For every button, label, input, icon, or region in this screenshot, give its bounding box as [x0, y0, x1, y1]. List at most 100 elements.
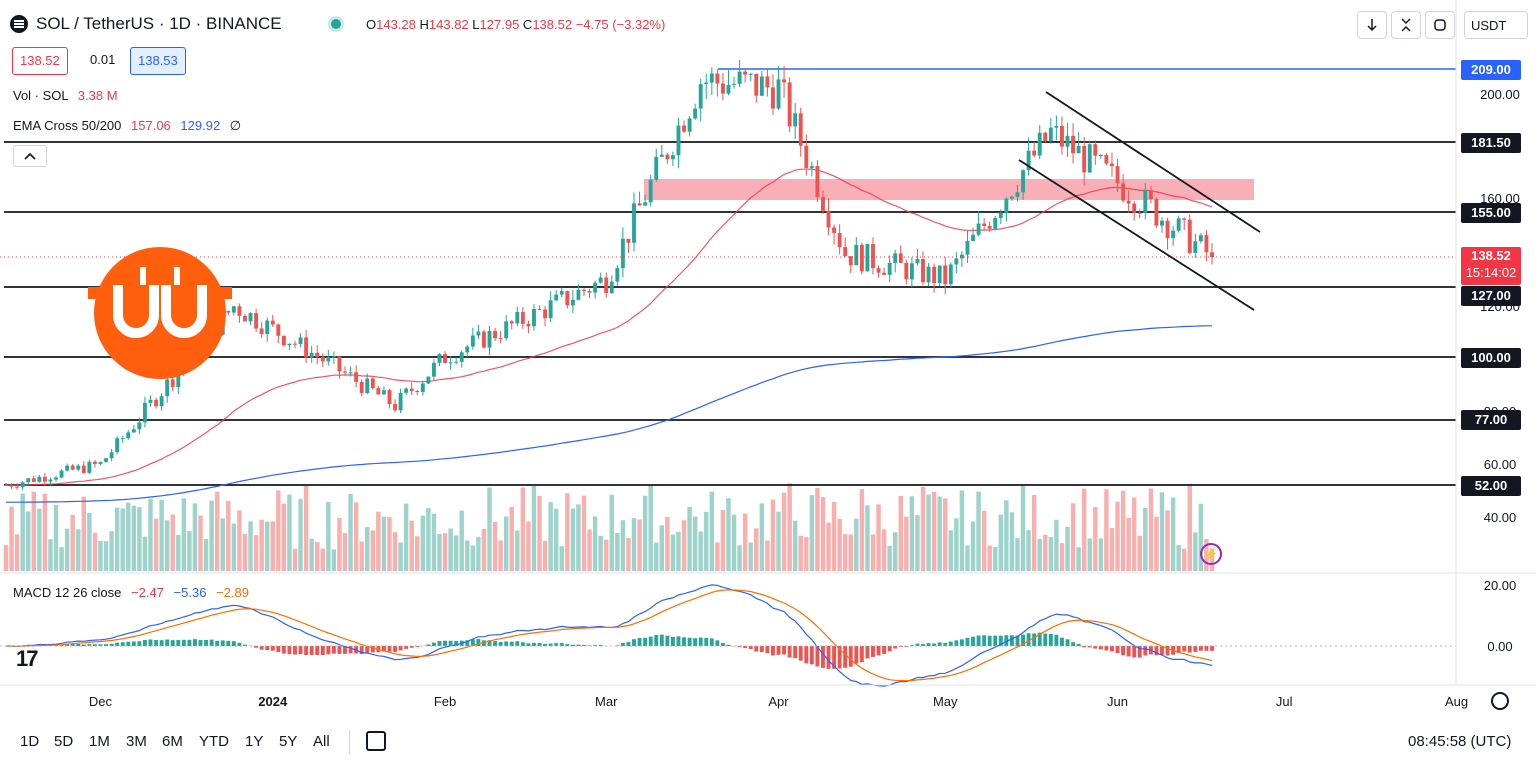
macd-hist-bar: [626, 642, 631, 646]
current-price-value: 138.52: [1471, 248, 1511, 263]
timeframe-1y[interactable]: 1Y: [245, 733, 264, 750]
collapse-button[interactable]: [1391, 11, 1421, 39]
volume-bar: [754, 528, 759, 571]
timeframe-3m[interactable]: 3M: [126, 733, 147, 750]
timeframe-1m[interactable]: 1M: [89, 733, 110, 750]
currency-select[interactable]: USDT: [1464, 11, 1528, 39]
bar-countdown: 15:14:02: [1465, 265, 1517, 280]
volume-bar: [370, 530, 376, 571]
scroll-down-button[interactable]: [1357, 11, 1387, 39]
macd-hist-bar: [871, 646, 875, 657]
candle-body: [281, 335, 286, 346]
candle-body: [448, 362, 453, 364]
candle-body: [693, 108, 698, 119]
candle-body: [348, 372, 353, 374]
candle-body: [1037, 132, 1042, 156]
candle-body: [398, 392, 403, 411]
timeframe-6m[interactable]: 6M: [162, 733, 183, 750]
volume-bar: [159, 499, 164, 571]
volume-bar: [781, 492, 787, 571]
volume-bar: [731, 514, 737, 571]
candle-body: [993, 217, 998, 229]
volume-bar: [365, 527, 370, 571]
ema-legend[interactable]: EMA Cross 50/200 157.06 129.92 ∅: [13, 118, 241, 134]
volume-bar: [681, 520, 687, 571]
collapse-legend-button[interactable]: [13, 145, 47, 167]
volume-bar: [465, 540, 470, 571]
macd-hist-bar: [70, 644, 75, 646]
macd-hist-bar: [1087, 646, 1092, 648]
volume-bar: [31, 491, 37, 571]
candle-body: [720, 83, 725, 94]
volume-bar: [1109, 528, 1115, 571]
timeframe-5d[interactable]: 5D: [54, 733, 74, 750]
volume-bar: [1076, 547, 1081, 571]
macd-hist-bar: [359, 646, 364, 654]
candle-body: [843, 247, 848, 257]
candle-body: [276, 324, 281, 336]
tradingview-logo-icon[interactable]: 17: [16, 646, 39, 671]
macd-pane: [0, 584, 1456, 687]
candle-body: [98, 462, 103, 464]
volume-bar: [1143, 507, 1148, 571]
macd-hist-bar: [809, 646, 814, 665]
timeframe-ytd[interactable]: YTD: [199, 733, 229, 750]
macd-hist-bar: [1076, 643, 1081, 646]
volume-bar: [865, 505, 870, 571]
candle-body: [615, 268, 620, 282]
volume-bar: [837, 518, 842, 571]
volume-bar: [742, 513, 748, 571]
candle-body: [1160, 220, 1164, 226]
candle-body: [898, 253, 903, 263]
candle-body: [1071, 135, 1076, 154]
candle-body: [1043, 132, 1048, 142]
candle-body: [882, 272, 887, 275]
macd-hist-bar: [426, 644, 431, 646]
macd-hist-bar: [704, 637, 709, 646]
volume-bar: [192, 503, 198, 571]
alert-lightning-icon[interactable]: ⚡: [1200, 543, 1222, 565]
candle-body: [859, 244, 864, 272]
candle-body: [676, 125, 681, 156]
macd-hist-bar: [448, 640, 453, 646]
volume-bar: [281, 503, 287, 571]
candle-body: [20, 482, 25, 488]
volume-bar: [809, 495, 815, 571]
volume-bar: [842, 534, 848, 571]
clock[interactable]: 08:45:58 (UTC): [1408, 733, 1512, 750]
timeframe-5y[interactable]: 5Y: [279, 733, 298, 750]
volume-bar: [326, 502, 331, 571]
candle-body: [470, 335, 475, 347]
volume-bar: [3, 545, 9, 571]
volume-bar: [181, 498, 187, 571]
volume-bar: [264, 521, 270, 571]
volume-bar: [1115, 501, 1120, 571]
buy-button[interactable]: 138.53: [130, 47, 186, 75]
macd-hist-bar: [504, 641, 509, 646]
macd-hist-bar: [87, 644, 92, 646]
fullscreen-button[interactable]: [1425, 11, 1455, 39]
volume-bar: [542, 540, 548, 571]
macd-hist-bar: [1098, 646, 1103, 650]
timeframe-all[interactable]: All: [313, 733, 330, 750]
candle-body: [759, 76, 764, 96]
price-tag-181-50: 181.50: [1461, 133, 1521, 153]
candle-body: [1115, 166, 1120, 184]
volume-bar: [915, 515, 920, 571]
date-range-icon[interactable]: [366, 731, 386, 751]
symbol-title[interactable]: SOL / TetherUS · 1D · BINANCE: [36, 14, 282, 33]
macd-hist-bar: [415, 646, 420, 648]
macd-hist-bar: [537, 643, 542, 646]
macd-legend[interactable]: MACD 12 26 close −2.47 −5.36 −2.89: [13, 585, 249, 600]
volume-bar: [231, 523, 237, 571]
volume-bar: [848, 534, 853, 571]
candle-body: [887, 262, 892, 275]
sell-button[interactable]: 138.52: [12, 47, 68, 75]
volume-legend[interactable]: Vol · SOL 3.38 M: [13, 88, 118, 103]
candle-body: [509, 321, 514, 324]
volume-bar: [1065, 526, 1070, 571]
settings-gear-icon[interactable]: [1491, 692, 1509, 710]
timeframe-1d[interactable]: 1D: [20, 733, 40, 750]
macd-hist-bar: [409, 646, 414, 648]
